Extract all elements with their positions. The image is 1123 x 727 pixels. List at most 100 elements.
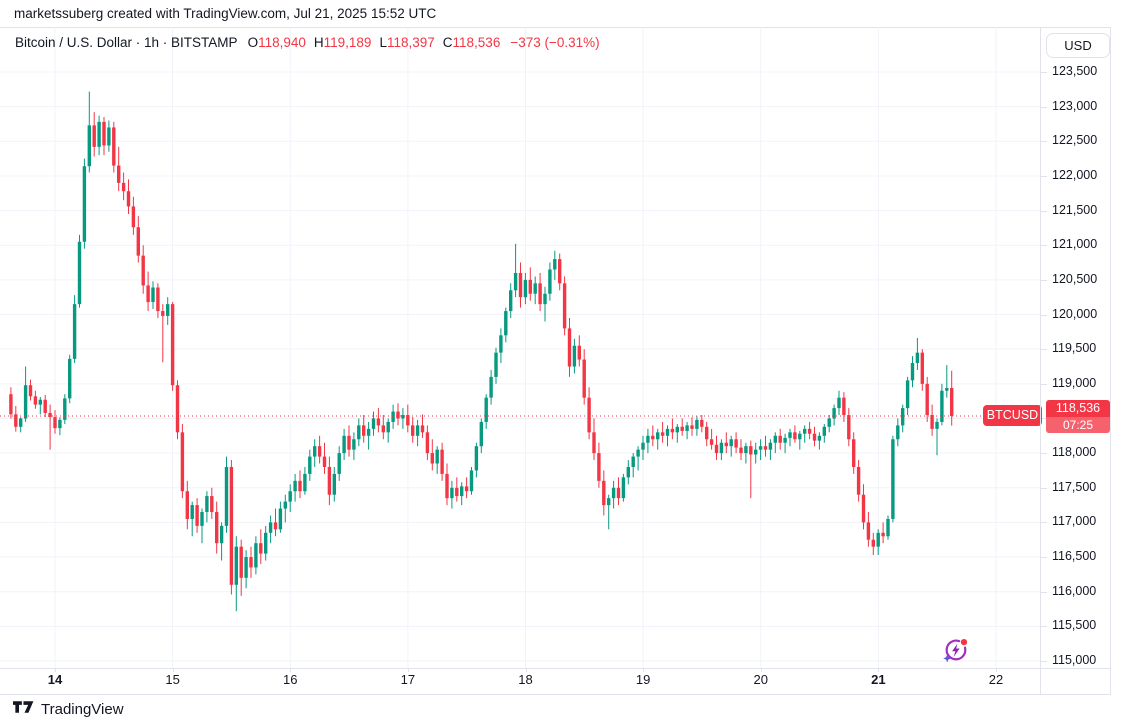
candle-body bbox=[783, 437, 787, 443]
candle-body bbox=[479, 421, 483, 447]
candle-body bbox=[494, 352, 498, 377]
candle-body bbox=[63, 398, 67, 420]
candle-body bbox=[558, 259, 562, 284]
candle-body bbox=[357, 425, 361, 440]
candle-body bbox=[210, 496, 214, 513]
candle-body bbox=[136, 227, 140, 256]
tradingview-logo-icon[interactable] bbox=[13, 700, 36, 719]
candle-body bbox=[548, 269, 552, 294]
ohlc-low: L118,397 bbox=[379, 35, 435, 50]
candle-body bbox=[798, 433, 802, 440]
candle-body bbox=[234, 546, 238, 585]
candle-body bbox=[23, 385, 28, 419]
time-axis-tick bbox=[525, 668, 527, 672]
candle-body bbox=[337, 453, 341, 474]
frame-line-vertical bbox=[1040, 27, 1041, 695]
footer-brand-text[interactable]: TradingView bbox=[41, 701, 124, 718]
candle-body bbox=[822, 426, 826, 436]
candle-body bbox=[362, 425, 366, 436]
price-axis-label: 120,500 bbox=[1052, 271, 1098, 286]
candle-body bbox=[744, 446, 748, 454]
time-axis[interactable]: 14 15 16 17 18 19 20 21 22 bbox=[0, 668, 1110, 694]
last-price-label: 118,536 07:25 bbox=[1046, 399, 1110, 433]
price-axis-tick bbox=[1040, 487, 1047, 489]
candle-body bbox=[200, 512, 204, 526]
price-axis-tick bbox=[1040, 175, 1047, 177]
candle-body bbox=[528, 279, 532, 294]
candle-body bbox=[788, 432, 792, 438]
candle-body bbox=[602, 480, 606, 506]
candle-body bbox=[675, 426, 679, 433]
time-axis-label: 14 bbox=[47, 672, 63, 687]
candle-body bbox=[950, 387, 954, 416]
candle-body bbox=[690, 425, 694, 429]
candle-body bbox=[489, 376, 493, 398]
candle-body bbox=[376, 418, 381, 426]
candle-body bbox=[352, 439, 356, 450]
attribution-text: marketssuberg created with TradingView.c… bbox=[14, 6, 437, 21]
candle-body bbox=[455, 487, 459, 497]
candle-body bbox=[856, 466, 861, 495]
candle-body bbox=[308, 456, 312, 474]
candle-body bbox=[763, 446, 768, 450]
candle-body bbox=[484, 397, 488, 422]
price-axis-tick bbox=[1040, 106, 1047, 108]
candle-body bbox=[170, 304, 175, 386]
candle-body bbox=[440, 449, 444, 474]
time-axis-label: 16 bbox=[283, 672, 298, 687]
price-axis-label: 118,000 bbox=[1052, 445, 1097, 460]
candle-body bbox=[161, 311, 165, 316]
candle-body bbox=[597, 453, 601, 481]
candle-body bbox=[803, 428, 807, 434]
candle-body bbox=[695, 419, 699, 429]
candle-body bbox=[847, 415, 851, 440]
candle-body bbox=[641, 442, 645, 450]
candle-body bbox=[861, 494, 866, 523]
candle-body bbox=[87, 125, 91, 167]
candle-body bbox=[381, 425, 385, 433]
time-axis-label: 22 bbox=[988, 672, 1004, 687]
candle-body bbox=[567, 328, 572, 367]
candle-body bbox=[719, 442, 724, 454]
spark-lightning-icon[interactable] bbox=[942, 636, 970, 664]
candle-body bbox=[53, 417, 57, 429]
symbol-legend: Bitcoin / U.S. Dollar · 1h · BITSTAMP O11… bbox=[15, 35, 600, 50]
candle-body bbox=[401, 415, 405, 419]
candle-body bbox=[891, 439, 895, 519]
candle-body bbox=[631, 456, 635, 467]
price-axis-tick bbox=[1040, 626, 1047, 628]
candle-body bbox=[278, 508, 283, 530]
candle-body bbox=[700, 419, 704, 427]
candle-body bbox=[920, 352, 924, 384]
candle-body bbox=[871, 539, 875, 547]
price-axis-label: 123,000 bbox=[1052, 98, 1098, 113]
candle-body bbox=[195, 505, 199, 526]
price-axis-label: 117,500 bbox=[1052, 479, 1097, 494]
price-axis-tick bbox=[1040, 141, 1047, 143]
candle-body bbox=[38, 399, 42, 405]
candle-body bbox=[901, 408, 905, 426]
candlestick-plot[interactable] bbox=[0, 27, 1040, 668]
time-axis-tick bbox=[290, 668, 292, 672]
candle-body bbox=[313, 446, 317, 457]
price-axis-label: 123,500 bbox=[1052, 64, 1098, 78]
currency-button[interactable]: USD bbox=[1046, 33, 1110, 58]
candle-body bbox=[102, 121, 106, 146]
candle-body bbox=[293, 480, 297, 492]
candle-body bbox=[827, 418, 831, 427]
candle-body bbox=[915, 352, 920, 364]
candle-body bbox=[82, 166, 87, 242]
candle-body bbox=[905, 380, 910, 409]
candle-body bbox=[881, 532, 885, 537]
price-axis[interactable]: 123,500 123,000 122,500 122,000 121,500 121,0… bbox=[1040, 27, 1110, 668]
price-axis-label: 121,500 bbox=[1052, 202, 1098, 217]
candle-body bbox=[43, 399, 47, 413]
candle-body bbox=[656, 432, 660, 440]
candle-body bbox=[651, 435, 655, 440]
candle-body bbox=[205, 496, 209, 513]
price-axis-label: 120,000 bbox=[1052, 306, 1098, 321]
candle-body bbox=[347, 435, 351, 450]
candle-body bbox=[215, 512, 219, 544]
price-axis-tick bbox=[1040, 418, 1047, 420]
price-axis-label: 115,500 bbox=[1052, 618, 1097, 633]
